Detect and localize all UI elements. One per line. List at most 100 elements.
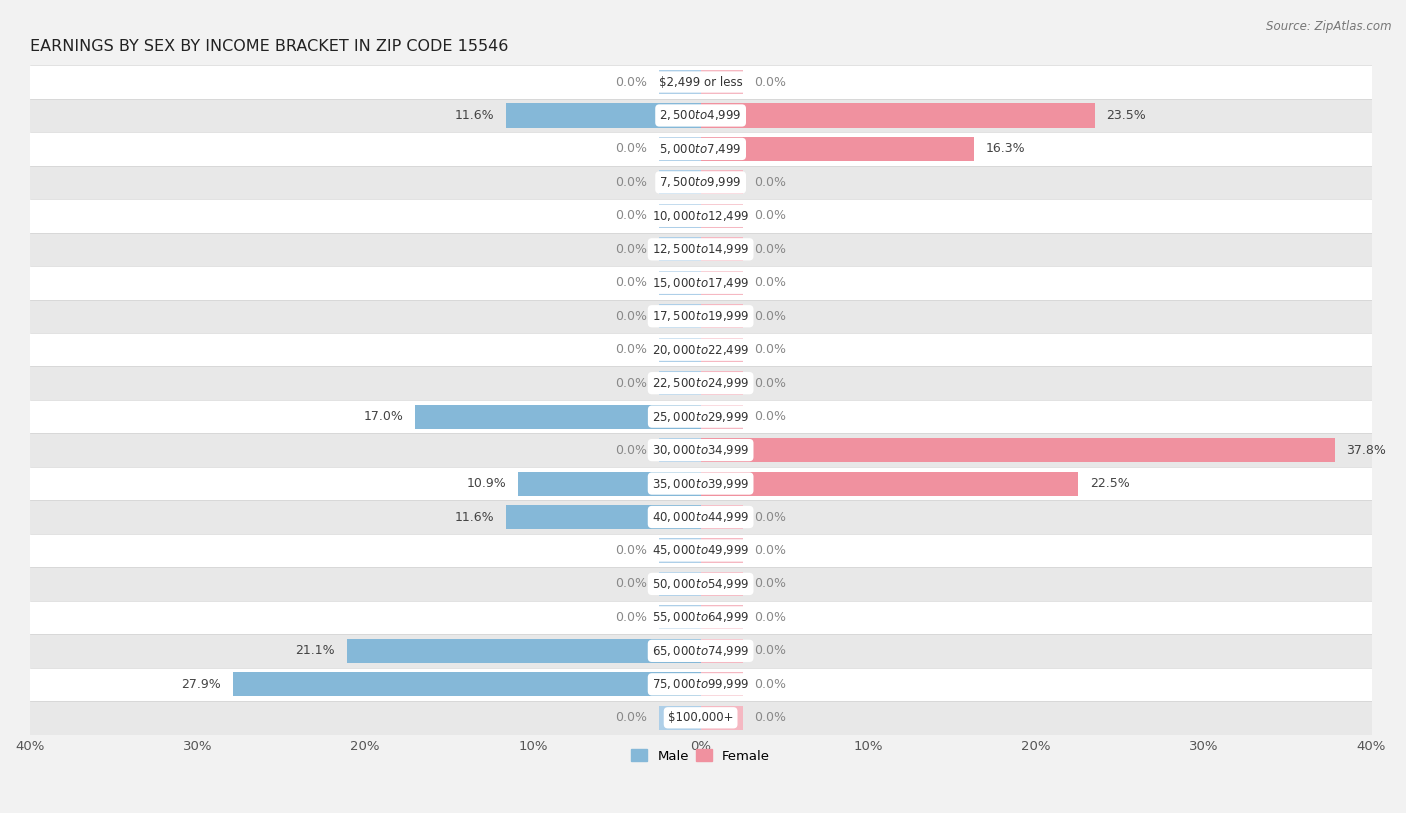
Bar <box>700 103 1095 128</box>
Bar <box>30 567 1372 601</box>
Bar <box>30 367 1372 400</box>
Text: 0.0%: 0.0% <box>754 76 786 89</box>
Text: $10,000 to $12,499: $10,000 to $12,499 <box>652 209 749 223</box>
Text: 37.8%: 37.8% <box>1347 444 1386 457</box>
Text: $45,000 to $49,999: $45,000 to $49,999 <box>652 543 749 558</box>
Bar <box>347 639 700 663</box>
Bar <box>700 572 742 596</box>
Bar <box>30 133 1372 166</box>
Bar <box>700 337 742 362</box>
Bar <box>700 639 742 663</box>
Bar <box>30 433 1372 467</box>
Text: 0.0%: 0.0% <box>614 711 647 724</box>
Text: 0.0%: 0.0% <box>754 410 786 423</box>
Bar <box>30 65 1372 98</box>
Text: $75,000 to $99,999: $75,000 to $99,999 <box>652 677 749 691</box>
Text: 0.0%: 0.0% <box>614 142 647 155</box>
Text: 0.0%: 0.0% <box>754 343 786 356</box>
Bar <box>30 199 1372 233</box>
Bar <box>30 667 1372 701</box>
Text: 0.0%: 0.0% <box>614 611 647 624</box>
Text: 0.0%: 0.0% <box>754 645 786 658</box>
Text: 0.0%: 0.0% <box>754 611 786 624</box>
Text: 11.6%: 11.6% <box>454 511 495 524</box>
Text: $12,500 to $14,999: $12,500 to $14,999 <box>652 242 749 256</box>
Text: 0.0%: 0.0% <box>754 511 786 524</box>
Text: 11.6%: 11.6% <box>454 109 495 122</box>
Bar <box>658 606 700 629</box>
Text: 0.0%: 0.0% <box>614 243 647 256</box>
Bar <box>658 271 700 295</box>
Text: $5,000 to $7,499: $5,000 to $7,499 <box>659 142 742 156</box>
Bar <box>658 572 700 596</box>
Text: 0.0%: 0.0% <box>754 544 786 557</box>
Text: 0.0%: 0.0% <box>614 76 647 89</box>
Bar <box>658 171 700 194</box>
Bar <box>700 70 742 94</box>
Text: EARNINGS BY SEX BY INCOME BRACKET IN ZIP CODE 15546: EARNINGS BY SEX BY INCOME BRACKET IN ZIP… <box>30 39 508 54</box>
Text: 0.0%: 0.0% <box>614 343 647 356</box>
Bar <box>30 400 1372 433</box>
Text: 17.0%: 17.0% <box>364 410 404 423</box>
Bar <box>30 634 1372 667</box>
Bar <box>506 505 700 529</box>
Bar <box>700 606 742 629</box>
Text: $40,000 to $44,999: $40,000 to $44,999 <box>652 510 749 524</box>
Bar <box>658 337 700 362</box>
Text: $17,500 to $19,999: $17,500 to $19,999 <box>652 309 749 324</box>
Bar <box>658 137 700 161</box>
Bar <box>30 467 1372 500</box>
Text: 0.0%: 0.0% <box>754 310 786 323</box>
Text: 0.0%: 0.0% <box>614 376 647 389</box>
Text: $2,500 to $4,999: $2,500 to $4,999 <box>659 108 742 123</box>
Bar <box>700 237 742 261</box>
Bar <box>658 70 700 94</box>
Bar <box>700 672 742 697</box>
Bar <box>658 237 700 261</box>
Bar <box>700 271 742 295</box>
Bar <box>658 371 700 395</box>
Text: $50,000 to $54,999: $50,000 to $54,999 <box>652 577 749 591</box>
Bar <box>506 103 700 128</box>
Text: $65,000 to $74,999: $65,000 to $74,999 <box>652 644 749 658</box>
Text: 22.5%: 22.5% <box>1090 477 1129 490</box>
Text: 0.0%: 0.0% <box>614 577 647 590</box>
Bar <box>658 438 700 462</box>
Text: $2,499 or less: $2,499 or less <box>659 76 742 89</box>
Bar <box>416 405 700 428</box>
Text: $30,000 to $34,999: $30,000 to $34,999 <box>652 443 749 457</box>
Bar <box>700 706 742 730</box>
Text: 0.0%: 0.0% <box>614 210 647 223</box>
Text: 0.0%: 0.0% <box>614 310 647 323</box>
Text: 0.0%: 0.0% <box>614 276 647 289</box>
Bar <box>700 538 742 563</box>
Text: 23.5%: 23.5% <box>1107 109 1146 122</box>
Bar <box>700 371 742 395</box>
Bar <box>700 204 742 228</box>
Bar <box>700 505 742 529</box>
Text: 21.1%: 21.1% <box>295 645 335 658</box>
Bar <box>700 405 742 428</box>
Text: 0.0%: 0.0% <box>754 276 786 289</box>
Text: 0.0%: 0.0% <box>754 210 786 223</box>
Bar <box>30 233 1372 266</box>
Text: 27.9%: 27.9% <box>181 678 221 691</box>
Text: $35,000 to $39,999: $35,000 to $39,999 <box>652 476 749 490</box>
Text: 0.0%: 0.0% <box>754 243 786 256</box>
Bar <box>30 500 1372 534</box>
Bar <box>30 166 1372 199</box>
Text: 16.3%: 16.3% <box>986 142 1025 155</box>
Text: $7,500 to $9,999: $7,500 to $9,999 <box>659 176 742 189</box>
Text: $100,000+: $100,000+ <box>668 711 734 724</box>
Legend: Male, Female: Male, Female <box>626 744 775 768</box>
Bar <box>658 706 700 730</box>
Bar <box>30 534 1372 567</box>
Bar <box>30 299 1372 333</box>
Bar <box>30 98 1372 133</box>
Text: $20,000 to $22,499: $20,000 to $22,499 <box>652 343 749 357</box>
Bar <box>700 171 742 194</box>
Bar <box>700 137 974 161</box>
Text: $15,000 to $17,499: $15,000 to $17,499 <box>652 276 749 289</box>
Bar <box>232 672 700 697</box>
Bar <box>30 333 1372 367</box>
